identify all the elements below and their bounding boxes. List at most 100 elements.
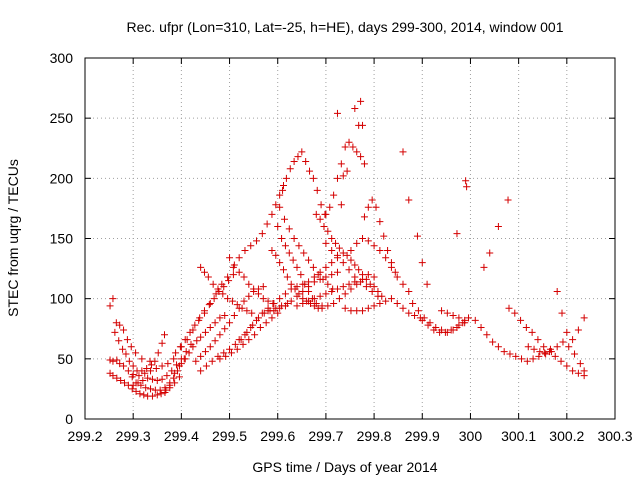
- data-point: [228, 297, 236, 305]
- data-point: [322, 290, 330, 298]
- y-tick-label: 200: [50, 170, 74, 186]
- data-point: [553, 287, 561, 295]
- data-point: [158, 362, 166, 370]
- data-point: [197, 333, 205, 341]
- data-point: [274, 309, 282, 317]
- data-point: [113, 374, 121, 382]
- data-point: [357, 278, 365, 286]
- data-point: [281, 290, 289, 298]
- data-point: [411, 312, 419, 320]
- data-point: [343, 167, 351, 175]
- data-point: [287, 297, 295, 305]
- data-point: [399, 304, 407, 312]
- data-point: [405, 287, 413, 295]
- data-point: [541, 349, 549, 357]
- data-point: [280, 182, 288, 190]
- data-point: [283, 273, 291, 281]
- data-point: [480, 263, 488, 271]
- y-axis-label: STEC from uqrg / TECUs: [5, 159, 21, 317]
- data-point: [364, 203, 372, 211]
- data-point: [357, 97, 365, 105]
- data-point: [462, 177, 470, 185]
- data-point: [328, 247, 336, 255]
- data-point: [530, 345, 538, 353]
- data-point: [241, 247, 249, 255]
- data-point: [413, 232, 421, 240]
- data-point: [299, 299, 307, 307]
- data-point: [129, 381, 137, 389]
- data-point: [574, 326, 582, 334]
- data-point: [258, 309, 266, 317]
- data-point: [222, 352, 230, 360]
- data-point: [534, 336, 542, 344]
- data-point: [117, 376, 125, 384]
- data-point: [263, 220, 271, 228]
- data-point: [322, 263, 330, 271]
- data-point: [362, 283, 370, 291]
- data-point: [225, 277, 233, 285]
- x-axis-label: GPS time / Days of year 2014: [252, 459, 437, 475]
- data-point: [494, 222, 502, 230]
- data-point: [197, 352, 205, 360]
- data-point: [276, 304, 284, 312]
- data-point: [414, 307, 422, 315]
- data-point: [328, 287, 336, 295]
- axis-ticks: [84, 57, 616, 420]
- data-point: [170, 374, 178, 382]
- data-point: [235, 336, 243, 344]
- x-tick-label: 299.5: [212, 428, 247, 444]
- data-point: [253, 316, 261, 324]
- data-point: [324, 227, 332, 235]
- data-point: [221, 312, 229, 320]
- data-point: [274, 222, 282, 230]
- data-point: [201, 348, 209, 356]
- data-point: [148, 375, 156, 383]
- data-point: [285, 249, 293, 257]
- data-point: [212, 290, 220, 298]
- data-point: [471, 316, 479, 324]
- data-point: [438, 307, 446, 315]
- data-point: [364, 237, 372, 245]
- data-point: [523, 357, 531, 365]
- data-point: [300, 249, 308, 257]
- data-point: [353, 239, 361, 247]
- data-point: [143, 364, 151, 372]
- data-point: [235, 268, 243, 276]
- data-point: [349, 143, 357, 151]
- data-point: [505, 304, 513, 312]
- data-point: [374, 292, 382, 300]
- data-point: [173, 361, 181, 369]
- data-point: [116, 360, 124, 368]
- data-point: [125, 357, 133, 365]
- data-point: [333, 174, 341, 182]
- x-tick-label: 300: [459, 428, 483, 444]
- data-point: [335, 295, 343, 303]
- data-point: [253, 237, 261, 245]
- data-point: [124, 367, 132, 375]
- data-point: [447, 326, 455, 334]
- data-point: [559, 338, 567, 346]
- data-point: [461, 316, 469, 324]
- data-point: [115, 337, 123, 345]
- x-tick-labels: 299.2 299.3 299.4 299.5 299.6 299.7 299.8 299.9…: [67, 428, 632, 444]
- data-point: [359, 271, 367, 279]
- data-point: [376, 218, 384, 226]
- data-point: [362, 275, 370, 283]
- y-tick-label: 0: [65, 411, 73, 427]
- data-point: [240, 297, 248, 305]
- data-point: [235, 304, 243, 312]
- data-point: [153, 391, 161, 399]
- data-point: [320, 222, 328, 230]
- data-point: [109, 372, 117, 380]
- data-point: [281, 302, 289, 310]
- data-point: [536, 348, 544, 356]
- data-point: [233, 301, 241, 309]
- data-point: [290, 235, 298, 242]
- data-point: [551, 352, 559, 360]
- data-point: [565, 343, 573, 351]
- data-point: [147, 367, 155, 375]
- data-point: [382, 254, 390, 262]
- data-point: [540, 343, 548, 351]
- data-point: [368, 287, 376, 295]
- data-point: [557, 357, 565, 365]
